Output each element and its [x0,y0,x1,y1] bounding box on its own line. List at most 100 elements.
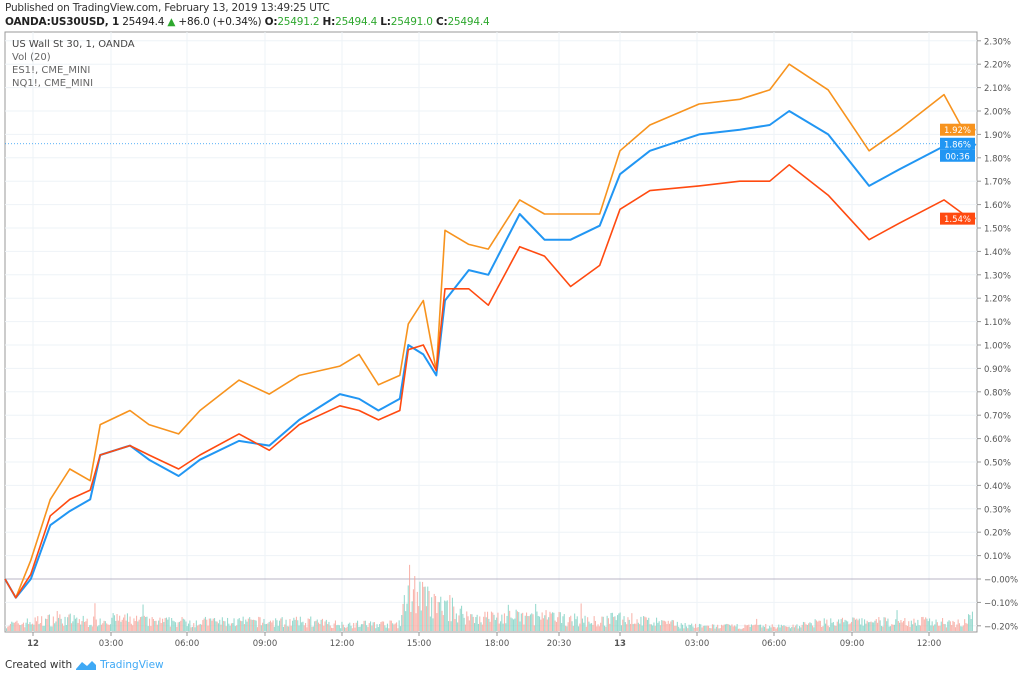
legend-main-series[interactable]: US Wall St 30, 1, OANDA [12,39,135,50]
y-tick-label: −0.00% [984,576,1018,586]
volume-bar [141,616,143,631]
volume-bar [676,621,678,631]
y-tick-label: 2.10% [984,84,1011,94]
volume-bar [47,615,49,631]
volume-bar [832,622,834,631]
last-price: 25494.4 [122,16,165,28]
volume-bar [502,623,504,631]
volume-bar [939,625,941,631]
volume-bar [67,617,69,631]
volume-bar [801,624,803,631]
volume-bar [658,621,660,631]
volume-bar [700,624,702,631]
volume-bar [93,616,95,631]
volume-bar [98,625,100,631]
volume-bar [802,621,804,631]
volume-bar [233,618,235,631]
volume-bar [306,627,308,631]
volume-bar [303,625,305,631]
volume-bar [372,622,374,631]
volume-bar [276,620,278,631]
volume-bar [505,623,507,631]
volume-bar [423,586,425,631]
volume-bar [246,621,248,631]
volume-bar [923,619,925,631]
volume-bar [879,620,881,631]
legend-nq1[interactable]: NQ1!, CME_MINI [12,78,94,89]
volume-bar [838,619,840,631]
volume-bar [383,621,385,631]
volume-bar [167,619,169,631]
legend-es1[interactable]: ES1!, CME_MINI [12,65,91,76]
volume-bar [132,625,134,631]
volume-bar [765,623,767,631]
x-tick-label: 12 [27,639,39,649]
volume-bar [836,621,838,631]
volume-bar [839,623,841,631]
volume-bar [321,618,323,631]
volume-bar [705,625,707,631]
volume-bar [442,615,444,631]
volume-bar [34,617,36,631]
volume-bar [921,617,923,631]
volume-bar [645,617,647,631]
volume-bar [828,627,830,631]
volume-bar [704,625,706,631]
volume-bar [431,597,433,631]
volume-bar [273,626,275,631]
volume-bar [466,611,468,631]
volume-bar [126,613,128,631]
volume-bar [137,621,139,631]
volume-bar [410,611,412,631]
volume-bar [826,619,828,631]
volume-bar [481,624,483,631]
volume-bar [11,621,13,631]
y-tick-label: 2.20% [984,61,1011,71]
volume-bar [945,627,947,631]
volume-bar [357,620,359,631]
volume-bar [784,626,786,631]
close-label: C: [435,16,448,28]
volume-bar [74,618,76,631]
tradingview-brand-link[interactable]: TradingView [100,659,164,671]
y-tick-label: 1.50% [984,225,1011,235]
volume-bar [342,624,344,631]
volume-bar [441,610,443,631]
volume-bar [445,601,447,631]
legend-volume[interactable]: Vol (20) [12,52,51,63]
volume-bar [799,626,801,631]
volume-bar [849,623,851,631]
countdown-badge [940,149,975,162]
volume-bar [358,626,360,631]
volume-bar [695,623,697,631]
volume-bar [64,616,66,631]
volume-bar [463,617,465,631]
volume-bar [962,625,964,631]
volume-bar [858,618,860,631]
volume-bar [515,609,517,631]
volume-bar [366,625,368,631]
volume-bar [121,619,123,631]
volume-bar [735,626,737,631]
volume-bar [670,621,672,631]
volume-bar [602,616,604,631]
volume-bar [65,625,67,631]
created-with-label: Created with [5,659,73,671]
volume-bar [418,606,420,631]
volume-bar [684,623,686,631]
volume-bar [337,624,339,631]
volume-bar [271,622,273,631]
volume-bar [606,615,608,631]
volume-bar [964,619,966,631]
volume-bar [56,611,58,631]
volume-bar [831,622,833,631]
volume-bar [245,619,247,631]
volume-bar [305,622,307,631]
volume-bar [207,625,209,631]
volume-bar [401,615,403,631]
volume-bar [968,614,970,631]
volume-bar [814,619,816,631]
volume-bar [467,616,469,631]
volume-bar [389,620,391,631]
